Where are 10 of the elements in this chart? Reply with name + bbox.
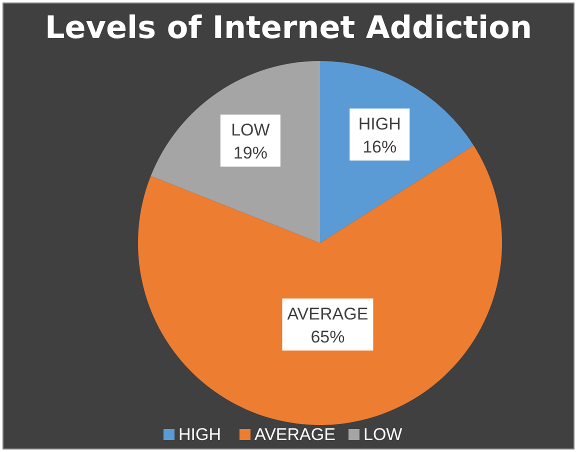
legend-label: AVERAGE bbox=[254, 425, 336, 444]
slice-label: LOW bbox=[231, 120, 270, 140]
legend-label: HIGH bbox=[178, 425, 221, 444]
data-label: 65% bbox=[310, 328, 345, 347]
slice-label: AVERAGE bbox=[287, 304, 368, 324]
data-label: 16% bbox=[362, 138, 397, 157]
data-label: 19% bbox=[233, 144, 268, 163]
slice-label: HIGH bbox=[358, 114, 401, 134]
chart-title: Levels of Internet Addiction bbox=[44, 10, 532, 46]
legend-label: LOW bbox=[364, 425, 402, 444]
